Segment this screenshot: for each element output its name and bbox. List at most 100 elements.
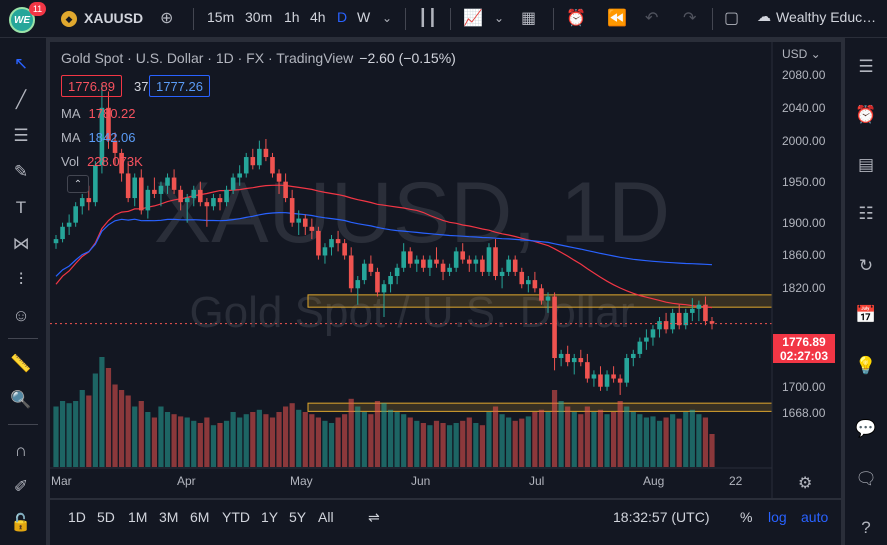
brush-icon[interactable]: ✎ <box>13 162 29 181</box>
volume-bar-85 <box>611 412 617 467</box>
ma-fast-legend[interactable]: MA 1780.22 <box>61 106 136 121</box>
add-symbol-icon[interactable]: ⊕ <box>160 10 174 27</box>
sell-price-button[interactable]: 1776.89 <box>61 75 122 97</box>
ma-slow-legend[interactable]: MA 1842.06 <box>61 130 136 145</box>
candle-body-42 <box>329 239 334 248</box>
candle-body-59 <box>440 263 446 272</box>
volume-bar-88 <box>630 412 636 467</box>
volume-bar-57 <box>427 425 433 467</box>
y-tick-label: 1860.00 <box>782 248 826 263</box>
candle-body-24 <box>211 198 216 207</box>
candles-chart-type-icon[interactable]: ┃┃ <box>418 10 438 27</box>
interval-15m[interactable]: 15m <box>207 9 235 25</box>
volume-bar-22 <box>197 423 203 467</box>
redo-icon[interactable]: ↷ <box>683 10 697 27</box>
cursor-icon[interactable]: ↖ <box>13 54 29 73</box>
replay-icon[interactable]: ⏪ <box>607 10 627 27</box>
volume-bar-6 <box>92 373 98 467</box>
layouts-grid-icon[interactable]: ▦ <box>521 10 537 27</box>
utc-clock[interactable]: 18:32:57 (UTC) <box>613 509 710 525</box>
watchlist-icon[interactable]: ☰ <box>858 57 874 76</box>
currency-selector[interactable]: USD ⌄ <box>782 47 821 61</box>
candle-body-77 <box>558 353 564 359</box>
range-5y[interactable]: 5Y <box>289 509 307 525</box>
chevron-down-icon[interactable]: ⌄ <box>382 11 393 25</box>
alerts-clock-icon[interactable]: ⏰ <box>855 105 877 124</box>
y-tick-label: 2000.00 <box>782 133 826 148</box>
interval-d[interactable]: D <box>337 9 348 25</box>
auto-scale-toggle[interactable]: auto <box>801 509 829 525</box>
ruler-icon[interactable]: 📏 <box>10 354 32 373</box>
ideas-bulb-icon[interactable]: 💡 <box>855 356 877 375</box>
chart-pane[interactable]: XAUUSD, 1D Gold Spot / U.S. Dollar Gold S… <box>50 42 841 498</box>
messages-icon[interactable]: 🗨 <box>855 469 877 488</box>
chart-settings-gear-icon[interactable]: ⚙ <box>798 475 813 492</box>
undo-icon[interactable]: ↶ <box>645 10 659 27</box>
calendar-icon[interactable]: 📅 <box>855 305 877 324</box>
volume-bar-47 <box>361 412 367 467</box>
horizontal-lines-icon[interactable]: ☰ <box>13 126 29 145</box>
symbol-search[interactable]: XAUUSD <box>84 10 144 26</box>
account-menu[interactable]: ☁ Wealthy Educ… <box>757 8 876 25</box>
range-1d[interactable]: 1D <box>68 509 86 525</box>
fullscreen-icon[interactable]: ▢ <box>724 10 740 27</box>
fib-icon[interactable]: ⫶ <box>18 270 24 289</box>
chat-icon[interactable]: 💬 <box>855 419 877 438</box>
volume-bar-39 <box>309 414 315 467</box>
candle-body-64 <box>473 259 479 264</box>
data-window-icon[interactable]: ▤ <box>857 155 875 174</box>
ma-fast-line <box>55 184 713 309</box>
alert-clock-icon[interactable]: ⏰ <box>566 10 586 27</box>
candle-body-16 <box>158 185 164 194</box>
volume-bar-77 <box>558 401 564 467</box>
range-6m[interactable]: 6M <box>190 509 210 525</box>
volume-legend[interactable]: Vol 228.073K <box>61 154 143 169</box>
candle-body-14 <box>145 189 151 211</box>
news-icon[interactable]: ☷ <box>858 204 874 223</box>
candle-body-39 <box>309 226 315 231</box>
volume-bar-71 <box>519 418 525 467</box>
range-ytd[interactable]: YTD <box>222 509 250 525</box>
buy-price-button[interactable]: 1777.26 <box>149 75 210 97</box>
range-3m[interactable]: 3M <box>159 509 179 525</box>
lock-drawing-icon[interactable]: ✐ <box>13 477 29 496</box>
volume-bar-23 <box>204 417 210 467</box>
interval-w[interactable]: W <box>357 9 371 25</box>
y-tick-label: 1820.00 <box>782 281 826 296</box>
range-all[interactable]: All <box>318 509 334 525</box>
volume-bar-78 <box>565 406 571 467</box>
candle-body-94 <box>670 312 675 330</box>
x-tick-label: 22 <box>729 474 743 488</box>
volume-bar-30 <box>250 412 256 467</box>
chevron-down-icon[interactable]: ⌄ <box>494 11 505 25</box>
lock-icon[interactable]: 🔓 <box>10 513 32 532</box>
percent-scale-toggle[interactable]: % <box>740 509 753 525</box>
magnet-icon[interactable]: ∩ <box>14 441 28 460</box>
indicators-icon[interactable]: 📈 <box>463 10 483 27</box>
goto-date-icon[interactable]: ⇌ <box>368 509 380 525</box>
zoom-in-icon[interactable]: 🔍 <box>10 390 32 409</box>
hotlist-icon[interactable]: ↻ <box>858 256 874 275</box>
interval-1h[interactable]: 1h <box>284 9 300 25</box>
pattern-icon[interactable]: ⋈ <box>12 234 30 253</box>
volume-bar-0 <box>53 406 59 467</box>
volume-bar-25 <box>217 423 223 467</box>
text-icon[interactable]: T <box>15 198 27 217</box>
candle-body-86 <box>617 378 623 383</box>
interval-30m[interactable]: 30m <box>245 9 273 25</box>
help-icon[interactable]: ? <box>861 518 871 537</box>
range-5d[interactable]: 5D <box>97 509 115 525</box>
trendline-icon[interactable]: ╱ <box>15 90 27 109</box>
emoji-icon[interactable]: ☺ <box>12 306 30 325</box>
volume-bar-31 <box>256 409 262 467</box>
volume-bar-82 <box>591 412 597 467</box>
log-scale-toggle[interactable]: log <box>768 509 787 525</box>
candle-body-41 <box>322 247 328 256</box>
collapse-legend-button[interactable]: ⌃ <box>67 175 89 193</box>
interval-4h[interactable]: 4h <box>310 9 326 25</box>
candle-body-21 <box>191 189 197 199</box>
volume-bar-58 <box>433 420 440 467</box>
volume-bar-20 <box>184 417 190 467</box>
range-1m[interactable]: 1M <box>128 509 148 525</box>
range-1y[interactable]: 1Y <box>261 509 279 525</box>
